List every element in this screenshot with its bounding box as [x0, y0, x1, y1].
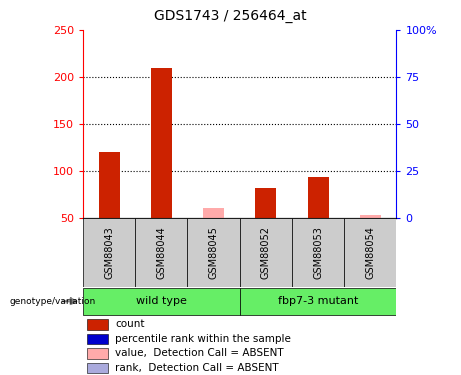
Text: value,  Detection Call = ABSENT: value, Detection Call = ABSENT — [115, 348, 284, 358]
Text: wild type: wild type — [136, 296, 187, 306]
Text: fbp7-3 mutant: fbp7-3 mutant — [278, 296, 358, 306]
Bar — [203, 208, 224, 218]
Bar — [240, 288, 396, 315]
Bar — [255, 188, 276, 218]
Bar — [360, 214, 381, 217]
Bar — [87, 363, 107, 373]
Point — [210, 4, 217, 10]
Text: GSM88044: GSM88044 — [156, 226, 166, 279]
Text: GSM88045: GSM88045 — [208, 226, 219, 279]
Text: rank,  Detection Call = ABSENT: rank, Detection Call = ABSENT — [115, 363, 279, 373]
Text: count: count — [115, 320, 145, 329]
Text: percentile rank within the sample: percentile rank within the sample — [115, 334, 291, 344]
Bar — [307, 177, 329, 218]
Text: GSM88053: GSM88053 — [313, 226, 323, 279]
Bar — [151, 68, 172, 218]
Bar — [87, 334, 107, 344]
Bar — [87, 319, 107, 330]
Bar — [344, 217, 396, 287]
Text: GSM88052: GSM88052 — [261, 226, 271, 279]
Point — [366, 18, 374, 24]
Bar — [83, 217, 135, 287]
Bar — [99, 152, 119, 217]
Text: genotype/variation: genotype/variation — [9, 297, 95, 306]
Bar — [292, 217, 344, 287]
Text: GDS1743 / 256464_at: GDS1743 / 256464_at — [154, 9, 307, 23]
Text: GSM88043: GSM88043 — [104, 226, 114, 279]
Text: GSM88054: GSM88054 — [365, 226, 375, 279]
Bar — [240, 217, 292, 287]
Bar — [188, 217, 240, 287]
Bar — [135, 217, 188, 287]
Bar — [87, 348, 107, 359]
Bar — [83, 288, 240, 315]
